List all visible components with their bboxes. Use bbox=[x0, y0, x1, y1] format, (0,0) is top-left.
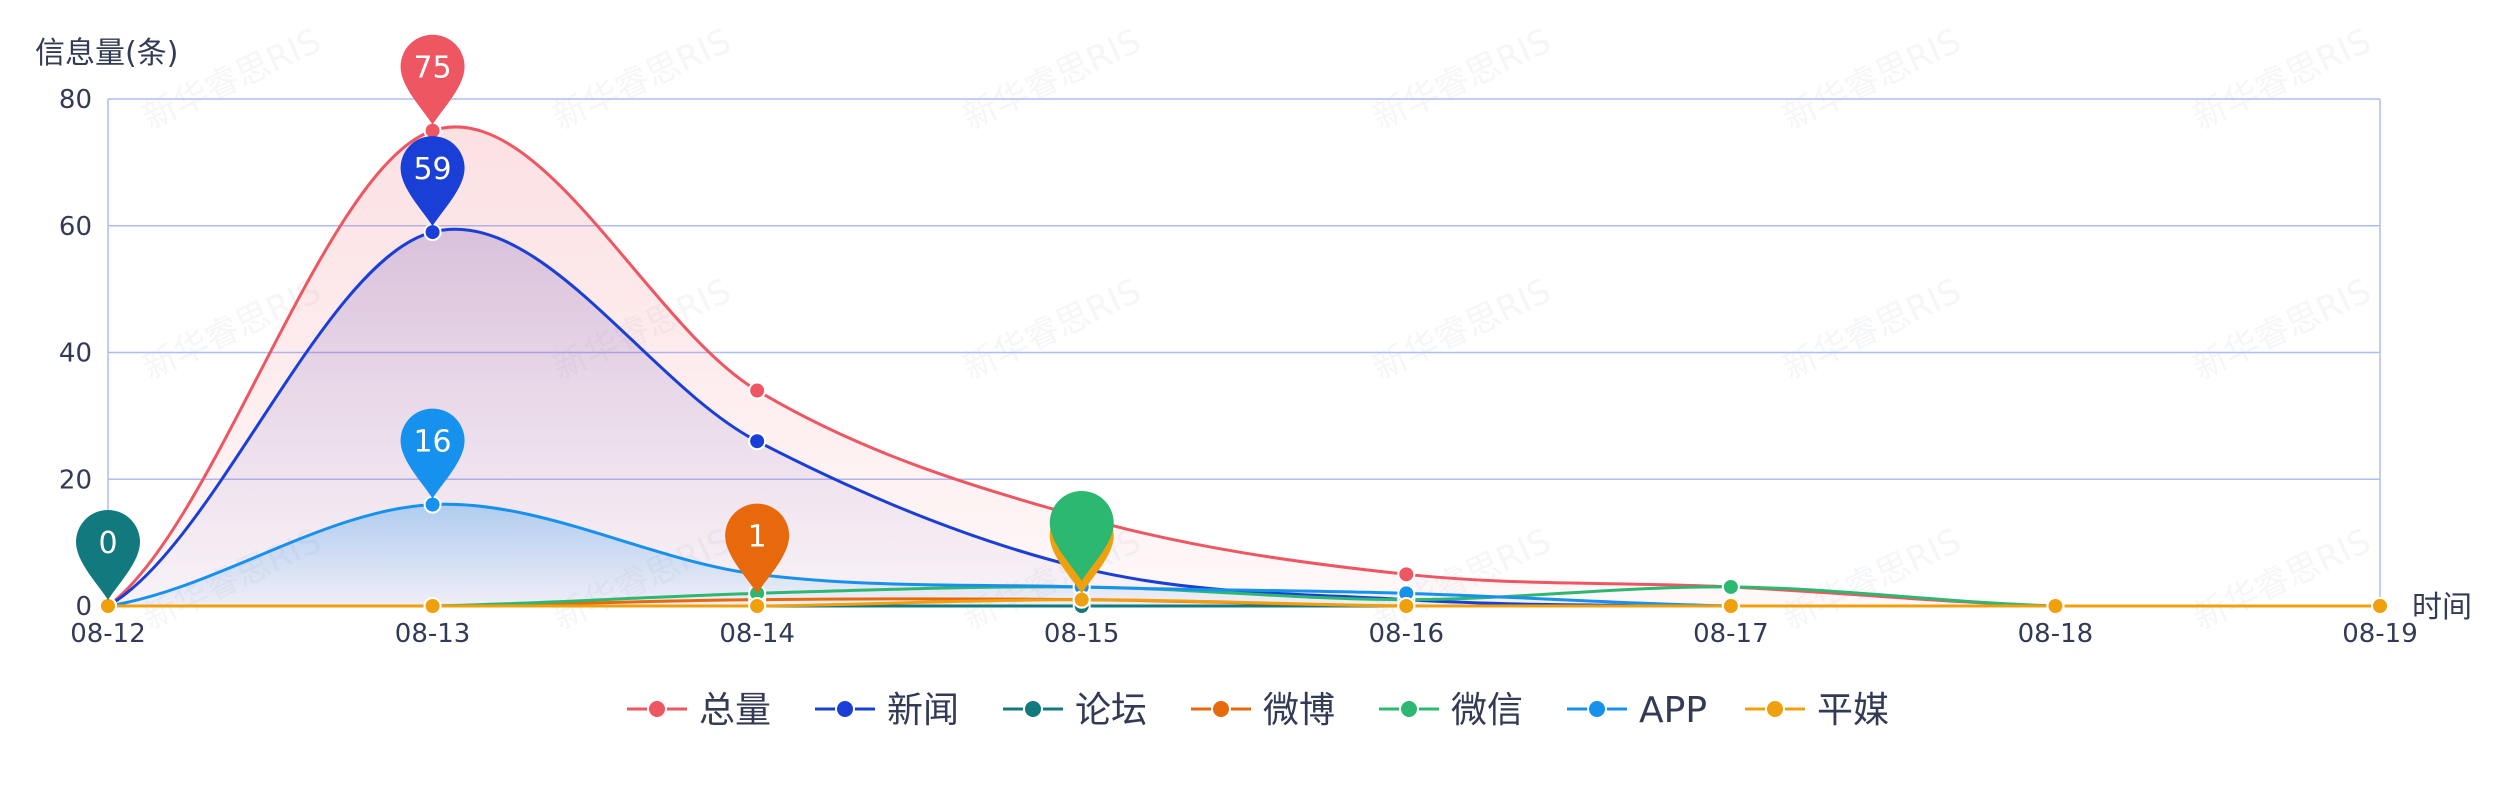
y-tick-label: 0 bbox=[75, 592, 92, 622]
legend-label: 新闻 bbox=[887, 690, 959, 731]
legend-marker-dot bbox=[1023, 699, 1043, 719]
x-tick-label: 08-18 bbox=[2018, 619, 2094, 649]
data-point-6 bbox=[423, 597, 442, 615]
axis-layer: 信息量(条) 时间 0 20 40 60 80 08-12 08-13 08-14 08-15 0… bbox=[35, 36, 2472, 649]
data-point-6 bbox=[1072, 590, 1091, 609]
legend-marker-dot bbox=[1399, 699, 1419, 719]
watermark-text: 新华睿思RIS bbox=[957, 271, 1147, 388]
x-tick-label: 08-13 bbox=[395, 619, 471, 649]
legend-marker-dot bbox=[647, 699, 667, 719]
watermark-text: 新华睿思RIS bbox=[2187, 271, 2377, 388]
annotation-pin bbox=[1049, 490, 1114, 581]
data-point-0 bbox=[1397, 565, 1416, 584]
watermark-text: 新华睿思RIS bbox=[1777, 521, 1967, 638]
x-tick-label: 08-14 bbox=[719, 619, 795, 649]
annotation-pin bbox=[400, 408, 465, 499]
data-point-6 bbox=[748, 597, 767, 615]
x-tick-label: 08-15 bbox=[1044, 619, 1120, 649]
data-point-6 bbox=[1397, 597, 1416, 615]
data-point-1 bbox=[423, 223, 442, 242]
point-layer bbox=[99, 121, 2389, 615]
data-point-1 bbox=[748, 432, 767, 451]
y-axis-title: 信息量(条) bbox=[35, 36, 178, 71]
annotation-label: 75 bbox=[413, 51, 451, 86]
legend-marker-dot bbox=[1587, 699, 1607, 719]
legend-label: APP bbox=[1639, 690, 1707, 731]
watermark-text: 新华睿思RIS bbox=[1367, 271, 1557, 388]
legend-marker-dot bbox=[1211, 699, 1231, 719]
legend-label: 总量 bbox=[699, 690, 771, 731]
data-point-4 bbox=[1721, 577, 1740, 596]
x-tick-label: 08-16 bbox=[1369, 619, 1445, 649]
x-tick-label: 08-17 bbox=[1693, 619, 1769, 649]
annotation-pin bbox=[400, 136, 465, 227]
series-area-1 bbox=[108, 229, 2380, 607]
annotation-label: 16 bbox=[413, 425, 451, 460]
watermark-text: 新华睿思RIS bbox=[1777, 21, 1967, 138]
x-axis-title: 时间 bbox=[2412, 590, 2472, 625]
annotation-label: 59 bbox=[413, 152, 451, 187]
series-line-6 bbox=[108, 598, 2380, 608]
legend-marker-dot bbox=[1765, 699, 1785, 719]
data-point-6 bbox=[2046, 597, 2065, 615]
annotation-label: 1 bbox=[748, 520, 767, 555]
annotation-pin bbox=[400, 34, 465, 125]
data-point-6 bbox=[2371, 597, 2389, 615]
y-tick-label: 40 bbox=[59, 339, 92, 369]
annotation-layer: 755916011 bbox=[76, 34, 1114, 600]
legend-label: 微信 bbox=[1451, 690, 1523, 731]
data-point-0 bbox=[748, 381, 767, 400]
watermark-text: 新华睿思RIS bbox=[2187, 21, 2377, 138]
y-tick-label: 80 bbox=[59, 85, 92, 115]
y-tick-label: 20 bbox=[59, 465, 92, 495]
data-point-5 bbox=[423, 495, 442, 514]
annotation-pin bbox=[76, 510, 140, 600]
annotation-label: 0 bbox=[98, 526, 117, 561]
area-layer bbox=[108, 126, 2380, 607]
x-tick-label: 08-19 bbox=[2342, 619, 2418, 649]
x-tick-label: 08-12 bbox=[70, 619, 146, 649]
watermark-text: 新华睿思RIS bbox=[1777, 271, 1967, 388]
legend-label: 微博 bbox=[1263, 690, 1335, 731]
legend-label: 论坛 bbox=[1075, 690, 1147, 731]
watermark-text: 新华睿思RIS bbox=[957, 21, 1147, 138]
data-point-6 bbox=[99, 597, 117, 615]
legend-label: 平媒 bbox=[1817, 690, 1889, 731]
y-tick-label: 60 bbox=[59, 212, 92, 242]
legend-marker-dot bbox=[835, 699, 855, 719]
watermark-text: 新华睿思RIS bbox=[1367, 21, 1557, 138]
series-area-5 bbox=[108, 504, 2380, 606]
data-point-6 bbox=[1721, 597, 1740, 615]
annotation-pin bbox=[725, 503, 790, 594]
watermark-text: 新华睿思RIS bbox=[547, 21, 737, 138]
legend: 总量 新闻 论坛 微博 微信 APP 平媒 bbox=[627, 690, 1889, 731]
